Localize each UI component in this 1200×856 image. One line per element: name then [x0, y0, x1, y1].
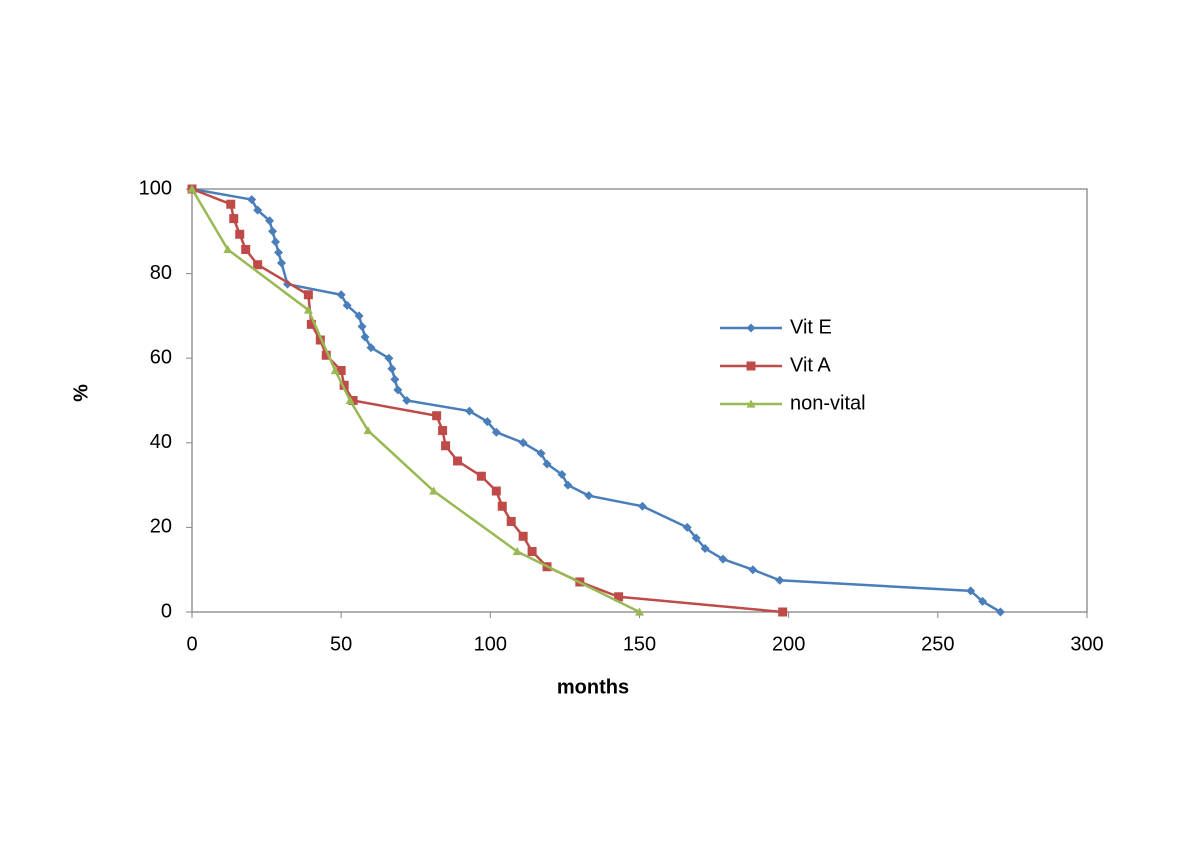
- marker: [336, 290, 346, 300]
- marker: [557, 470, 567, 480]
- marker: [438, 426, 448, 436]
- marker: [429, 486, 439, 495]
- marker: [303, 290, 313, 300]
- marker: [339, 380, 349, 390]
- marker: [336, 365, 346, 375]
- marker: [966, 586, 976, 596]
- x-tick-label: 0: [186, 633, 197, 655]
- marker: [441, 441, 451, 451]
- marker: [718, 554, 728, 564]
- marker: [393, 385, 403, 395]
- marker: [303, 305, 313, 314]
- marker: [229, 214, 239, 224]
- marker: [277, 258, 286, 268]
- plot-area: [191, 188, 1088, 613]
- marker: [247, 195, 257, 205]
- marker: [363, 426, 373, 435]
- series-line: [190, 188, 641, 614]
- marker: [453, 456, 463, 466]
- legend-label: non-vital: [790, 392, 866, 414]
- marker: [700, 544, 710, 554]
- marker: [775, 575, 785, 585]
- x-tick-label: 50: [330, 633, 352, 655]
- marker: [390, 374, 400, 384]
- x-tick-label: 100: [474, 633, 507, 655]
- marker: [330, 365, 340, 375]
- marker: [271, 237, 281, 247]
- legend-label: Vit A: [790, 354, 831, 376]
- y-axis-title: %: [70, 384, 92, 402]
- legend-label: Vit E: [790, 316, 832, 338]
- marker: [321, 350, 331, 360]
- y-tick-label: 60: [150, 346, 172, 368]
- marker: [614, 592, 624, 602]
- legend-marker: [746, 323, 756, 333]
- marker: [253, 260, 263, 270]
- marker: [345, 396, 355, 405]
- marker: [348, 396, 358, 405]
- marker: [387, 364, 397, 374]
- marker: [306, 319, 316, 329]
- marker: [635, 607, 644, 616]
- marker: [187, 184, 197, 193]
- marker: [402, 396, 412, 405]
- marker: [268, 226, 278, 236]
- y-tick-label: 20: [150, 516, 172, 538]
- marker: [241, 244, 251, 254]
- y-tick-label: 40: [150, 431, 172, 453]
- marker: [748, 565, 758, 575]
- marker: [354, 311, 364, 321]
- y-tick-label: 0: [161, 600, 172, 622]
- x-tick-label: 250: [921, 633, 954, 655]
- marker: [476, 471, 486, 481]
- marker: [637, 501, 647, 511]
- marker: [253, 205, 263, 215]
- marker: [265, 216, 275, 226]
- marker: [366, 343, 376, 353]
- marker: [223, 244, 233, 254]
- marker: [584, 491, 594, 501]
- marker: [497, 501, 507, 511]
- legend-marker: [746, 361, 756, 371]
- legend-marker: [746, 399, 756, 408]
- marker: [778, 607, 788, 617]
- marker: [506, 516, 516, 526]
- marker: [342, 300, 352, 310]
- marker: [274, 247, 284, 257]
- marker: [491, 427, 501, 437]
- y-tick-label: 80: [150, 262, 172, 284]
- marker: [527, 547, 537, 557]
- x-tick-label: 200: [772, 633, 805, 655]
- marker: [542, 459, 552, 469]
- marker: [226, 199, 236, 209]
- marker: [512, 547, 522, 556]
- marker: [691, 533, 701, 543]
- marker: [315, 335, 325, 345]
- marker: [563, 480, 573, 490]
- marker: [235, 229, 245, 239]
- marker: [432, 411, 442, 421]
- marker: [491, 486, 501, 496]
- marker: [357, 321, 367, 331]
- x-tick-label: 150: [623, 633, 656, 655]
- y-tick-label: 100: [139, 177, 172, 199]
- marker: [978, 596, 988, 606]
- series-line: [191, 187, 1002, 614]
- marker: [536, 448, 546, 458]
- marker: [682, 522, 692, 532]
- marker: [482, 417, 492, 427]
- x-axis-title: months: [557, 676, 629, 698]
- marker: [360, 332, 370, 342]
- marker: [995, 607, 1005, 617]
- marker: [518, 438, 528, 448]
- marker: [384, 353, 394, 363]
- marker: [518, 531, 528, 541]
- x-tick-label: 300: [1070, 633, 1103, 655]
- marker: [464, 406, 474, 416]
